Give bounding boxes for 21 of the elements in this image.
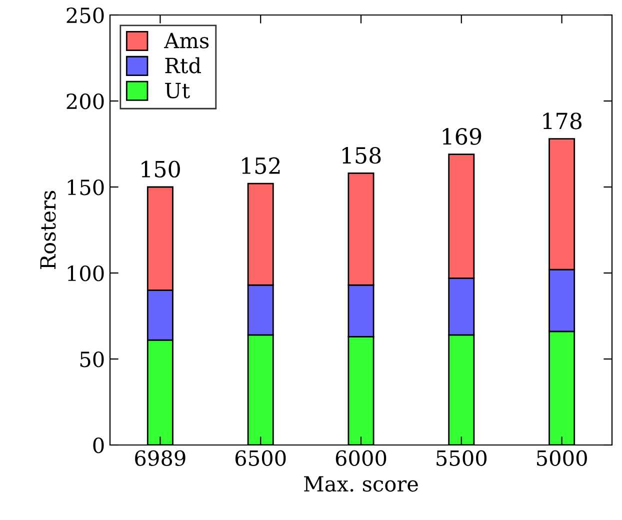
legend-label: Rtd [165, 57, 201, 74]
y-tick-label: 200 [66, 93, 104, 110]
total-label: 178 [543, 112, 582, 130]
total-label: 152 [242, 157, 280, 174]
y-tick-label: 50 [80, 351, 104, 368]
x-axis-title: Max. score [304, 476, 418, 492]
total-label: 169 [442, 128, 482, 145]
y-tick-label: 250 [66, 7, 104, 24]
x-tick-label: 5500 [436, 450, 487, 466]
total-label: 150 [142, 160, 180, 178]
legend-label: Ams [164, 32, 209, 48]
y-tick-label: 150 [68, 179, 104, 196]
x-tick-label: 6500 [235, 450, 286, 466]
y-tick-label: 100 [68, 265, 104, 282]
y-axis-title: Rosters [40, 190, 56, 269]
total-label: 158 [342, 146, 381, 164]
legend-label: Ut [165, 82, 190, 98]
x-tick-label: 6989 [135, 450, 186, 466]
y-tick-label: 0 [93, 437, 104, 454]
x-tick-label: 6000 [336, 450, 386, 466]
x-tick-label: 5000 [537, 450, 587, 466]
